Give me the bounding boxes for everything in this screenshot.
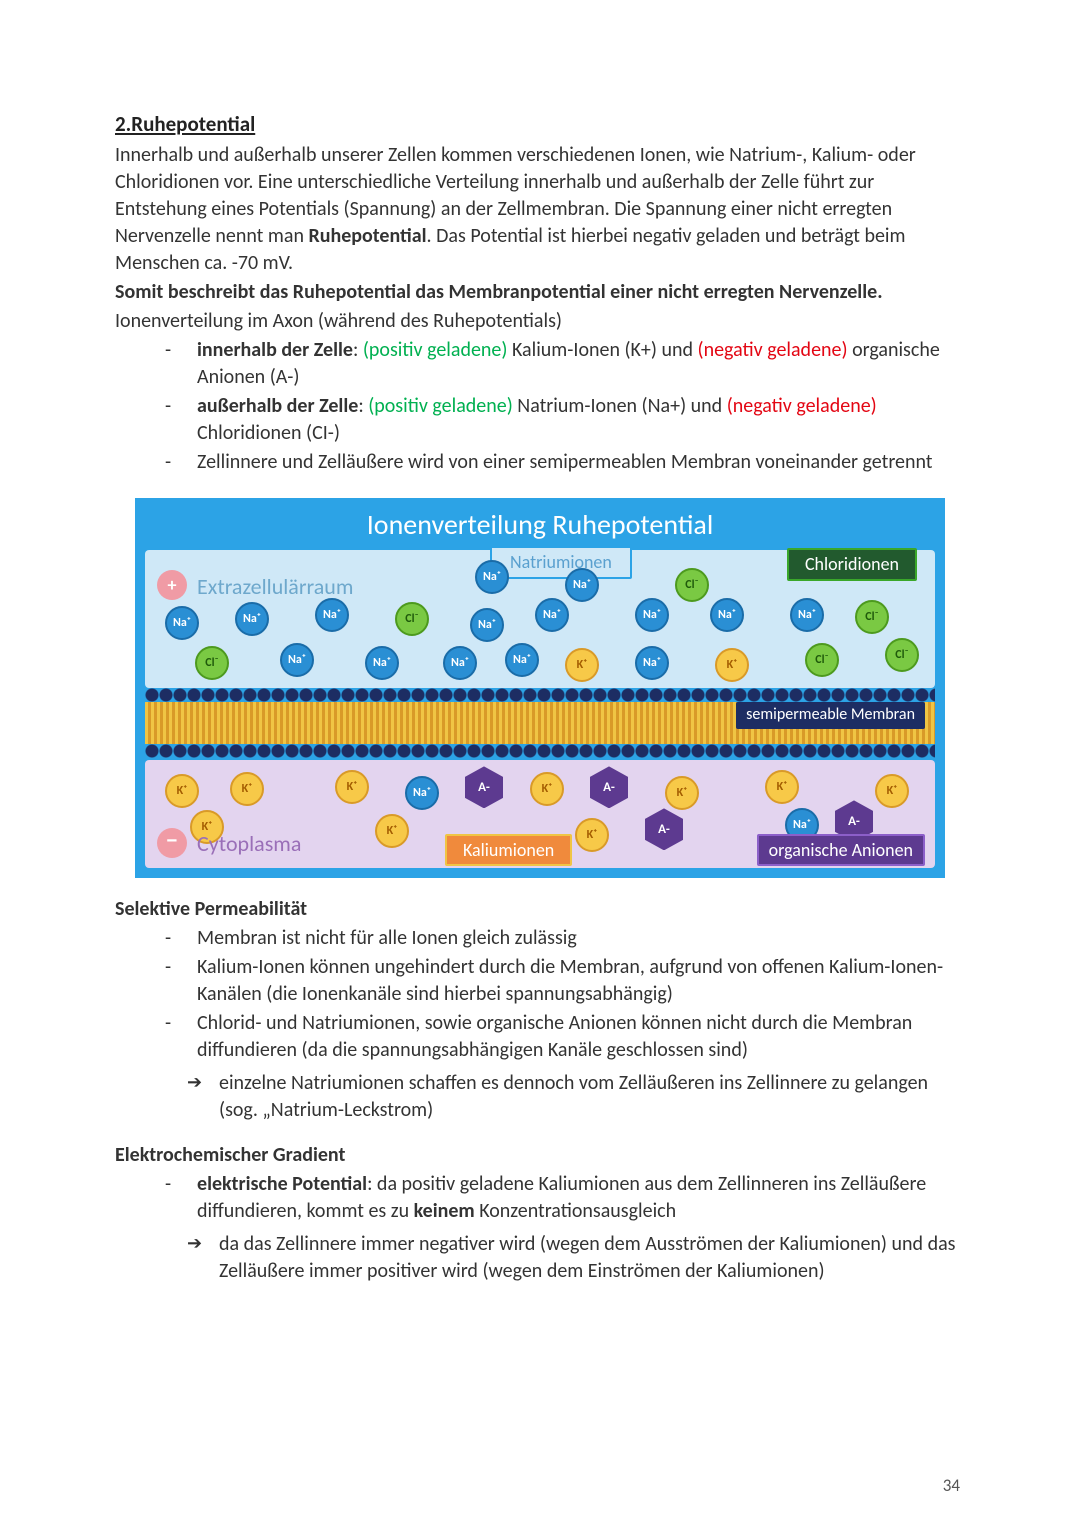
li1-c: Kalium-Ionen (K+) und	[507, 338, 697, 362]
list-item: Chlorid- und Natriumionen, sowie organis…	[165, 1010, 965, 1064]
ion-diagram: Ionenverteilung Ruhepotential + Extrazel…	[135, 498, 945, 878]
diagram-title: Ionenverteilung Ruhepotential	[135, 506, 945, 544]
elektro-heading: Elektrochemischer Gradient	[115, 1142, 965, 1169]
li2-bold: außerhalb der Zelle	[197, 394, 358, 418]
li1-pos: (positiv geladene)	[363, 338, 508, 362]
kalium-label: Kaliumionen	[445, 834, 572, 866]
chlorid-label: Chloridionen	[787, 548, 917, 580]
somit-line: Somit beschreibt das Ruhepotential das M…	[115, 279, 965, 306]
elektro-arrow-list: da das Zellinnere immer negativer wird (…	[115, 1231, 965, 1285]
arrow-item: einzelne Natriumionen schaffen es dennoc…	[187, 1070, 965, 1124]
membrane-heads	[145, 688, 935, 702]
li1-b: :	[353, 338, 363, 362]
li2-pos: (positiv geladene)	[368, 394, 513, 418]
list-item: elektrische Potential: da positiv gelade…	[165, 1171, 965, 1225]
selektive-list: Membran ist nicht für alle Ionen gleich …	[115, 925, 965, 1064]
list-item: innerhalb der Zelle: (positiv geladene) …	[165, 337, 965, 391]
intro-bold: Ruhepotential	[308, 224, 426, 248]
diagram-container: Ionenverteilung Ruhepotential + Extrazel…	[135, 498, 945, 878]
li2-neg: (negativ geladene)	[727, 394, 877, 418]
elektro-list: elektrische Potential: da positiv gelade…	[115, 1171, 965, 1225]
el-li1-bold: elektrische Potential	[197, 1172, 367, 1196]
li1-bold: innerhalb der Zelle	[197, 338, 353, 362]
membrane-heads	[145, 744, 935, 758]
list-item: außerhalb der Zelle: (positiv geladene) …	[165, 393, 965, 447]
intro-paragraph: Innerhalb und außerhalb unserer Zellen k…	[115, 142, 965, 277]
arrow-item: da das Zellinnere immer negativer wird (…	[187, 1231, 965, 1285]
el-li1-c: keinem	[414, 1199, 475, 1223]
ion-distribution-list: innerhalb der Zelle: (positiv geladene) …	[115, 337, 965, 476]
page-number: 34	[943, 1475, 960, 1498]
selektive-arrow-list: einzelne Natriumionen schaffen es dennoc…	[115, 1070, 965, 1124]
natrium-label: Natriumionen	[490, 546, 632, 578]
li2-d: Chloridionen (CI-)	[197, 421, 340, 445]
selektive-heading: Selektive Permeabilität	[115, 896, 965, 923]
cytoplasma-label: Cytoplasma	[197, 829, 301, 859]
anionen-label: organische Anionen	[757, 834, 925, 866]
list-item: Membran ist nicht für alle Ionen gleich …	[165, 925, 965, 952]
section-heading: 2.Ruhepotential	[115, 110, 965, 138]
el-li1-d: Konzentrationsausgleich	[475, 1199, 676, 1223]
membrane-label-text: semipermeable Membran	[746, 705, 915, 724]
li1-neg: (negativ geladene)	[698, 338, 848, 362]
li2-b: :	[358, 394, 368, 418]
list-item: Kalium-Ionen können ungehindert durch di…	[165, 954, 965, 1008]
list-item: Zellinnere und Zelläußere wird von einer…	[165, 449, 965, 476]
membrane-label: semipermeable Membran	[736, 702, 925, 728]
li2-c: Natrium-Ionen (Na+) und	[513, 394, 727, 418]
ionenverteilung-line: Ionenverteilung im Axon (während des Ruh…	[115, 308, 965, 335]
